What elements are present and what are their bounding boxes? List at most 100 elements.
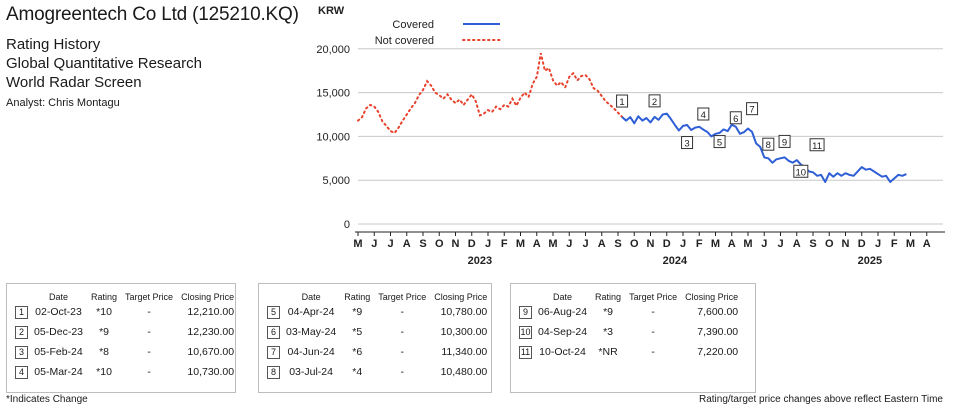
date-header: Date <box>553 292 573 302</box>
rating-marker-label: 2 <box>652 97 657 108</box>
rating-marker-box <box>648 94 661 108</box>
x-tick-label: J <box>582 238 588 250</box>
screen-name: World Radar Screen <box>6 74 142 91</box>
rating-value: *9 <box>99 326 109 338</box>
closing-price: 7,600.00 <box>697 306 739 318</box>
x-tick-label: S <box>419 238 426 250</box>
target-price: - <box>147 366 151 378</box>
rating-header: Rating <box>595 292 622 302</box>
covered-line <box>621 112 907 183</box>
ratings-panel-3: Date Rating Target Price Closing Price 9 06-A… <box>510 283 756 393</box>
closing-price: 10,670.00 <box>187 346 235 358</box>
rating-value: *NR <box>598 346 618 358</box>
x-tick-label: S <box>614 238 621 250</box>
x-tick-label: M <box>548 238 557 250</box>
target-price: - <box>651 346 655 358</box>
company-title: Amogreentech Co Ltd (125210.KQ) <box>6 4 299 25</box>
x-tick-label: M <box>743 238 752 250</box>
table-row: 5 04-Apr-24 *9 - 10,780.00 <box>265 302 491 322</box>
rating-date: 05-Dec-23 <box>34 326 84 338</box>
rating-date: 06-Aug-24 <box>538 306 588 318</box>
timezone-footnote: Rating/target price changes above reflec… <box>698 394 943 405</box>
rating-value: *10 <box>96 366 112 378</box>
rating-marker-label: 6 <box>733 114 738 125</box>
marker-header <box>265 292 282 302</box>
rating-value: *8 <box>99 346 109 358</box>
rating-marker-box <box>729 111 742 125</box>
closing-price: 12,210.00 <box>187 306 235 318</box>
x-tick-label: J <box>566 238 572 250</box>
rating-number: 9 <box>519 305 532 319</box>
rating-number: 5 <box>267 305 280 319</box>
x-tick-label: A <box>598 238 606 250</box>
ratings-panel-1: Date Rating Target Price Closing Price 1 02-O… <box>6 283 236 393</box>
ratings-table-1: Date Rating Target Price Closing Price 1 02-O… <box>13 292 238 382</box>
legend-not-covered-label: Not covered <box>375 35 434 47</box>
table-row: 9 06-Aug-24 *9 - 7,600.00 <box>517 302 742 322</box>
rating-marker-box <box>793 164 809 178</box>
closing-price: 7,390.00 <box>697 326 739 338</box>
ratings-table-2: Date Rating Target Price Closing Price 5 04-A… <box>265 292 491 382</box>
year-label: 2024 <box>663 255 688 267</box>
x-tick-label: O <box>435 238 444 250</box>
rating-marker-box <box>809 138 825 152</box>
rating-marker-box <box>762 137 775 151</box>
table-row: 10 04-Sep-24 *3 - 7,390.00 <box>517 322 742 342</box>
target-header: Target Price <box>125 292 174 302</box>
rating-marker-label: 4 <box>701 110 706 121</box>
table-header-row: Date Rating Target Price Closing Price <box>265 292 491 302</box>
rating-marker-box <box>713 135 726 149</box>
target-header: Target Price <box>629 292 678 302</box>
x-tick-label: D <box>858 238 866 250</box>
y-tick-label: 10,000 <box>316 131 350 143</box>
report-type: Rating History <box>6 36 101 53</box>
x-tick-label: S <box>809 238 816 250</box>
x-tick-label: N <box>647 238 655 250</box>
analyst-name: Analyst: Chris Montagu <box>6 97 120 109</box>
rating-number: 8 <box>267 365 280 379</box>
rating-marker-label: 9 <box>782 137 787 148</box>
x-tick-label: J <box>371 238 377 250</box>
target-price: - <box>400 326 404 338</box>
closing-price: 10,300.00 <box>440 326 488 338</box>
rating-marker-label: 1 <box>619 97 624 108</box>
rating-header: Rating <box>91 292 118 302</box>
closing-price: 10,780.00 <box>440 306 488 318</box>
target-price: - <box>147 326 151 338</box>
rating-number: 3 <box>15 345 28 359</box>
rating-date: 03-May-24 <box>286 326 337 338</box>
x-tick-label: O <box>825 238 834 250</box>
x-tick-label: M <box>711 238 720 250</box>
rating-marker-box <box>746 102 759 116</box>
x-tick-label: J <box>387 238 393 250</box>
closing-price: 11,340.00 <box>441 346 488 358</box>
rating-date: 05-Feb-24 <box>34 346 83 358</box>
target-price: - <box>400 346 404 358</box>
target-header: Target Price <box>378 292 427 302</box>
x-tick-label: A <box>533 238 541 250</box>
rating-number: 11 <box>519 345 532 359</box>
x-tick-label: D <box>468 238 476 250</box>
rating-date: 02-Oct-23 <box>35 306 82 318</box>
marker-header <box>517 292 534 302</box>
rating-date: 04-Apr-24 <box>287 306 335 318</box>
rating-value: *4 <box>352 366 363 378</box>
marker-header <box>13 292 30 302</box>
x-tick-label: M <box>906 238 915 250</box>
closing-price: 10,730.00 <box>187 366 235 378</box>
target-price: - <box>147 346 151 358</box>
table-row: 8 03-Jul-24 *4 - 10,480.00 <box>265 362 491 382</box>
rating-number: 1 <box>15 305 28 319</box>
table-row: 4 05-Mar-24 *10 - 10,730.00 <box>13 362 238 382</box>
not-covered-line <box>357 52 624 135</box>
rating-number: 4 <box>15 365 28 379</box>
closing-price: 12,230.00 <box>187 326 235 338</box>
x-tick-label: O <box>630 238 639 250</box>
rating-date: 04-Sep-24 <box>538 326 588 338</box>
rating-marker-label: 5 <box>717 138 722 149</box>
rating-marker-label: 7 <box>749 105 754 116</box>
x-tick-label: J <box>485 238 491 250</box>
x-tick-label: A <box>403 238 411 250</box>
target-price: - <box>400 366 404 378</box>
close-header: Closing Price <box>685 292 739 302</box>
